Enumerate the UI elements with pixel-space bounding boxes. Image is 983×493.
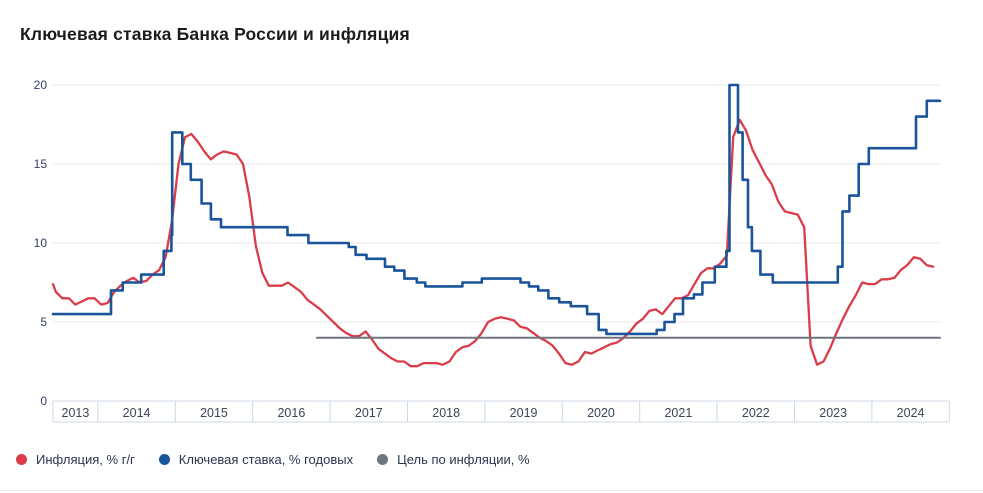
chart-legend: Инфляция, % г/г Ключевая ставка, % годов… [16,452,530,467]
x-axis-year-label: 2021 [664,406,692,420]
chart-title: Ключевая ставка Банка России и инфляция [20,24,410,44]
x-axis-year-label: 2024 [897,406,925,420]
inflation-legend-dot-icon [16,454,27,465]
target-legend-dot-icon [377,454,389,465]
y-axis-tick-label: 0 [40,394,47,408]
x-axis-year-label: 2018 [432,406,460,420]
y-axis-tick-label: 5 [40,315,47,329]
legend-label-inflation: Инфляция, % г/г [36,452,135,467]
x-axis-year-label: 2019 [510,406,538,420]
y-axis-tick-label: 20 [34,78,48,92]
x-axis-year-label: 2014 [123,406,151,420]
legend-item-key-rate[interactable]: Ключевая ставка, % годовых [158,452,354,467]
x-axis-year-label: 2016 [277,406,305,420]
x-axis-year-label: 2020 [587,406,615,420]
x-axis-year-label: 2023 [819,406,847,420]
x-axis-year-label: 2013 [62,406,90,420]
legend-label-key-rate: Ключевая ставка, % годовых [178,452,354,467]
key-rate-line [51,83,942,336]
legend-label-target: Цель по инфляции, % [397,452,530,467]
x-axis-year-label: 2017 [355,406,383,420]
inflation-line [51,118,935,368]
x-axis-year-label: 2022 [742,406,770,420]
y-axis-tick-label: 10 [34,236,48,250]
legend-item-inflation[interactable]: Инфляция, % г/г [16,452,135,467]
x-axis-year-label: 2015 [200,406,228,420]
bottom-divider [0,490,983,491]
legend-item-target[interactable]: Цель по инфляции, % [377,452,530,467]
y-axis-tick-label: 15 [34,157,48,171]
key-rate-legend-dot-icon [158,454,170,465]
